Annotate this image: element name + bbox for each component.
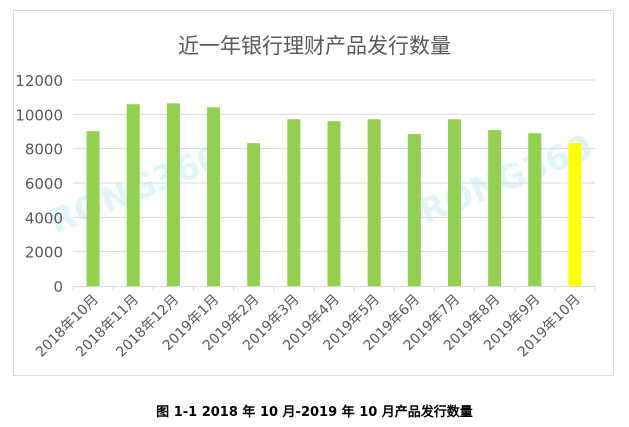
y-tick-label: 0	[53, 278, 63, 296]
bar	[488, 130, 502, 286]
y-tick-label: 2000	[25, 244, 63, 262]
bar	[568, 143, 582, 286]
y-tick-label: 6000	[25, 175, 63, 193]
chart-title: 近一年银行理财产品发行数量	[178, 34, 451, 58]
y-tick-label: 10000	[15, 106, 63, 124]
figure-caption: 图 1-1 2018 年 10 月-2019 年 10 月产品发行数量	[156, 405, 473, 420]
bar	[367, 119, 381, 286]
chart-frame	[13, 10, 614, 376]
bar	[126, 104, 140, 286]
bar	[247, 143, 261, 286]
bar	[86, 131, 100, 286]
bar	[407, 134, 421, 286]
bar	[287, 119, 301, 286]
bar	[447, 119, 461, 286]
bar	[166, 103, 180, 286]
bar	[327, 121, 341, 286]
bar	[528, 133, 542, 286]
y-tick-label: 12000	[15, 72, 63, 90]
y-tick-label: 8000	[25, 141, 63, 159]
bar	[207, 107, 221, 286]
y-tick-label: 4000	[25, 209, 63, 227]
